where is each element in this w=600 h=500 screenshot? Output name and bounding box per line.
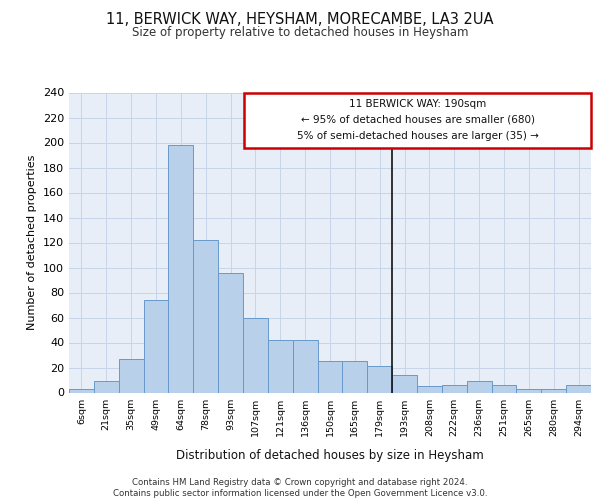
Bar [392,375,417,392]
Bar [566,385,591,392]
Bar [119,359,143,392]
Bar [367,366,392,392]
Bar [69,389,94,392]
Y-axis label: Number of detached properties: Number of detached properties [28,155,37,330]
Bar [293,340,317,392]
Bar [244,92,591,148]
Bar [517,389,541,392]
Bar [218,272,243,392]
Bar [143,300,169,392]
Bar [193,240,218,392]
Bar [491,385,517,392]
Text: Size of property relative to detached houses in Heysham: Size of property relative to detached ho… [132,26,468,39]
Bar [442,385,467,392]
Text: 11, BERWICK WAY, HEYSHAM, MORECAMBE, LA3 2UA: 11, BERWICK WAY, HEYSHAM, MORECAMBE, LA3… [106,12,494,28]
Bar [243,318,268,392]
Bar [169,145,193,392]
Bar [343,361,367,392]
Text: 11 BERWICK WAY: 190sqm
← 95% of detached houses are smaller (680)
5% of semi-det: 11 BERWICK WAY: 190sqm ← 95% of detached… [296,100,539,140]
Text: Distribution of detached houses by size in Heysham: Distribution of detached houses by size … [176,450,484,462]
Bar [541,389,566,392]
Bar [94,381,119,392]
Text: Contains HM Land Registry data © Crown copyright and database right 2024.
Contai: Contains HM Land Registry data © Crown c… [113,478,487,498]
Bar [417,386,442,392]
Bar [317,361,343,392]
Bar [268,340,293,392]
Bar [467,381,491,392]
